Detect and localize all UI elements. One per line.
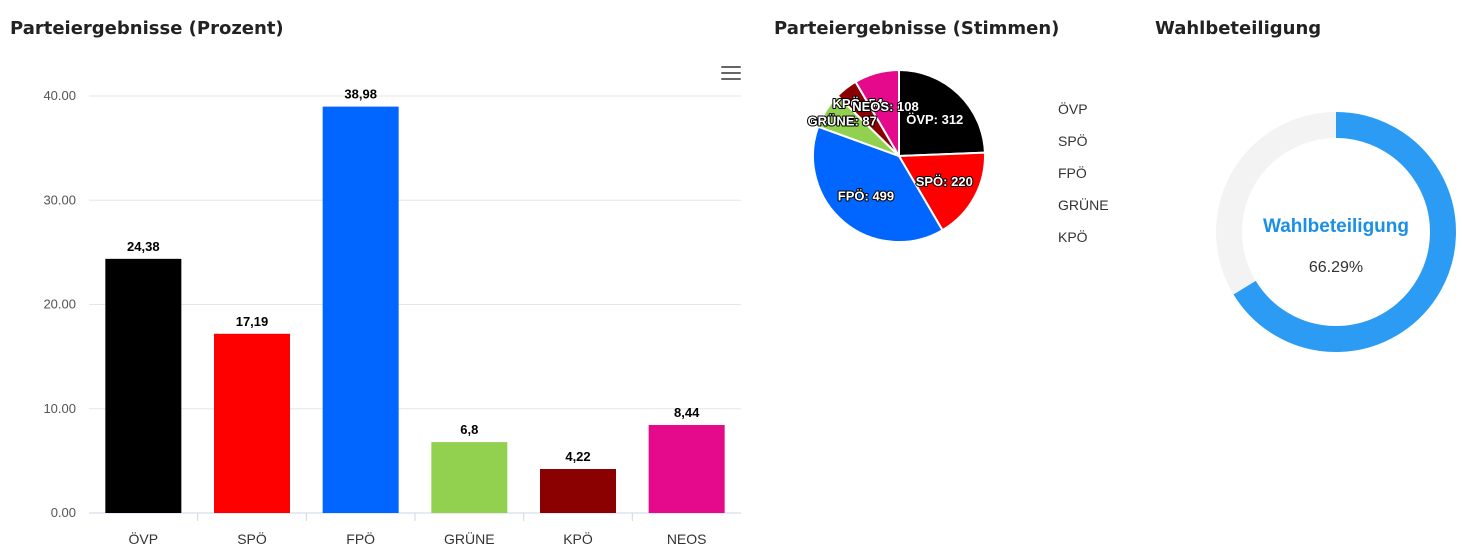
pie-data-label: FPÖ: 499 — [838, 189, 894, 204]
x-tick-label: GRÜNE — [444, 530, 495, 547]
bar-spö[interactable] — [214, 333, 290, 513]
x-tick-label: SPÖ — [237, 530, 267, 547]
turnout-center-value: 66.29% — [1309, 259, 1363, 276]
bar-data-label: 17,19 — [236, 314, 269, 329]
pie-slice-neos[interactable] — [854, 68, 900, 160]
legend-item-grüne[interactable]: GRÜNE — [1058, 197, 1109, 213]
bar-övp[interactable] — [105, 258, 182, 513]
pie-slice-övp[interactable] — [898, 68, 986, 158]
x-tick-label: FPÖ — [346, 530, 375, 547]
turnout-center-label: Wahlbeteiligung — [1263, 216, 1409, 237]
pie-slice-spö[interactable] — [897, 151, 986, 232]
bar-data-label: 4,22 — [565, 449, 590, 464]
y-tick-label: 10.00 — [43, 401, 76, 416]
menu-line — [721, 72, 741, 74]
pie-data-label: SPÖ: 220 — [916, 174, 973, 189]
bar-grüne[interactable] — [431, 442, 508, 513]
x-tick-label: KPÖ — [563, 530, 593, 547]
y-tick-label: 0.00 — [51, 505, 76, 520]
pie-slice-fpö[interactable] — [811, 125, 944, 244]
bar-data-label: 24,38 — [127, 239, 160, 254]
x-tick-label: ÖVP — [129, 530, 159, 547]
bar-chart-title: Parteiergebnisse (Prozent) — [10, 18, 284, 39]
legend-item-spö[interactable]: SPÖ — [1058, 133, 1088, 149]
pie-legend: ÖVP SPÖ FPÖ GRÜNE KPÖ — [1058, 98, 1109, 258]
bar-data-label: 38,98 — [344, 87, 377, 102]
pie-data-label: GRÜNE: 87 — [808, 113, 877, 128]
menu-line — [721, 66, 741, 68]
x-tick-label: NEOS — [667, 531, 707, 547]
bar-kpö[interactable] — [540, 469, 616, 513]
y-tick-label: 40.00 — [43, 88, 76, 103]
chart-menu-icon[interactable] — [721, 66, 741, 82]
pie-chart-title: Parteiergebnisse (Stimmen) — [774, 18, 1060, 39]
y-tick-label: 30.00 — [43, 192, 76, 207]
pie-data-label: KPÖ: 54 — [832, 96, 883, 111]
turnout-arc[interactable] — [1233, 112, 1456, 352]
menu-line — [721, 78, 741, 80]
turnout-chart-title: Wahlbeteiligung — [1155, 18, 1322, 39]
bar-neos[interactable] — [648, 425, 725, 513]
y-tick-label: 20.00 — [43, 297, 76, 312]
legend-item-övp[interactable]: ÖVP — [1058, 101, 1088, 117]
legend-item-fpö[interactable]: FPÖ — [1058, 165, 1087, 181]
pie-data-label: NEOS: 108 — [852, 99, 918, 114]
legend-item-kpö[interactable]: KPÖ — [1058, 229, 1088, 245]
bar-data-label: 8,44 — [674, 405, 700, 420]
bar-fpö[interactable] — [322, 106, 399, 514]
bar-data-label: 6,8 — [460, 422, 478, 437]
pie-data-label: ÖVP: 312 — [906, 112, 963, 127]
